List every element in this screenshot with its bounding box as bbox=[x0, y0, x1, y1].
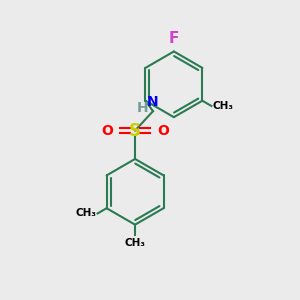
Text: CH₃: CH₃ bbox=[75, 208, 96, 218]
Text: O: O bbox=[157, 124, 169, 138]
Text: O: O bbox=[101, 124, 113, 138]
Text: F: F bbox=[169, 31, 179, 46]
Text: CH₃: CH₃ bbox=[213, 101, 234, 111]
Text: N: N bbox=[147, 95, 159, 109]
Text: CH₃: CH₃ bbox=[124, 238, 146, 248]
Text: H: H bbox=[137, 100, 148, 115]
Text: S: S bbox=[129, 122, 141, 140]
